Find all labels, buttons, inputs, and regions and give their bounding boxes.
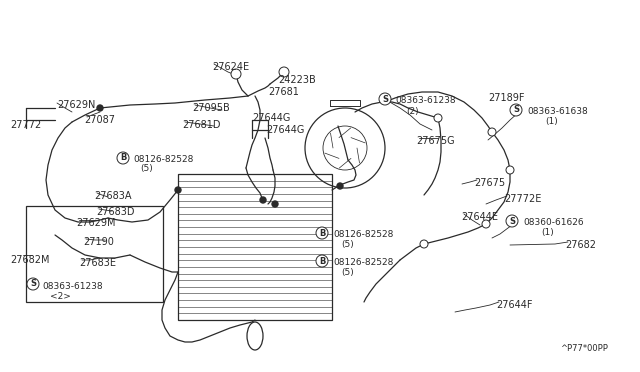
- Circle shape: [272, 201, 278, 207]
- Circle shape: [175, 187, 181, 193]
- Circle shape: [420, 240, 428, 248]
- Text: 27683A: 27683A: [94, 191, 131, 201]
- Text: 08126-82528: 08126-82528: [333, 258, 394, 267]
- Text: 27682: 27682: [565, 240, 596, 250]
- Text: 08126-82528: 08126-82528: [333, 230, 394, 239]
- Text: 27682M: 27682M: [10, 255, 49, 265]
- Text: (5): (5): [341, 268, 354, 277]
- Circle shape: [316, 255, 328, 267]
- Text: 27772: 27772: [10, 120, 41, 130]
- Text: S: S: [30, 279, 36, 289]
- Circle shape: [97, 105, 103, 111]
- Text: ^P77*00PP: ^P77*00PP: [560, 344, 608, 353]
- Text: 27675: 27675: [474, 178, 505, 188]
- Text: 27644G: 27644G: [266, 125, 305, 135]
- Text: B: B: [319, 257, 325, 266]
- Text: S: S: [382, 94, 388, 103]
- Circle shape: [231, 69, 241, 79]
- Text: 27624E: 27624E: [212, 62, 249, 72]
- Text: 27629M: 27629M: [76, 218, 115, 228]
- Text: 27681: 27681: [268, 87, 299, 97]
- Text: (2): (2): [406, 107, 419, 116]
- Circle shape: [337, 183, 343, 189]
- Text: 27772E: 27772E: [504, 194, 541, 204]
- Text: 27629N: 27629N: [57, 100, 95, 110]
- Circle shape: [506, 166, 514, 174]
- Text: 08360-61626: 08360-61626: [523, 218, 584, 227]
- Circle shape: [316, 227, 328, 239]
- Text: 27644F: 27644F: [496, 300, 532, 310]
- Text: 27681D: 27681D: [182, 120, 221, 130]
- Circle shape: [260, 197, 266, 203]
- Text: 27189F: 27189F: [488, 93, 525, 103]
- Text: (5): (5): [341, 240, 354, 249]
- Circle shape: [510, 104, 522, 116]
- Text: S: S: [509, 217, 515, 225]
- Text: B: B: [120, 154, 126, 163]
- Text: 27095B: 27095B: [192, 103, 230, 113]
- Text: 08363-61238: 08363-61238: [42, 282, 102, 291]
- Text: 27087: 27087: [84, 115, 115, 125]
- Text: 24223B: 24223B: [278, 75, 316, 85]
- Bar: [178, 174, 332, 320]
- Circle shape: [27, 278, 39, 290]
- Text: 27644E: 27644E: [461, 212, 498, 222]
- Text: <2>: <2>: [50, 292, 71, 301]
- Text: 08363-61638: 08363-61638: [527, 107, 588, 116]
- Text: (1): (1): [541, 228, 554, 237]
- Text: 27190: 27190: [83, 237, 114, 247]
- Text: 27683E: 27683E: [79, 258, 116, 268]
- Text: S: S: [513, 106, 519, 115]
- Circle shape: [279, 67, 289, 77]
- Text: 27644G: 27644G: [252, 113, 291, 123]
- Text: (1): (1): [545, 117, 557, 126]
- Circle shape: [434, 114, 442, 122]
- Text: 08126-82528: 08126-82528: [133, 155, 193, 164]
- Circle shape: [117, 152, 129, 164]
- Text: (5): (5): [140, 164, 153, 173]
- Text: 27683D: 27683D: [96, 207, 134, 217]
- Circle shape: [379, 93, 391, 105]
- Circle shape: [488, 128, 496, 136]
- Circle shape: [482, 220, 490, 228]
- Circle shape: [506, 215, 518, 227]
- Bar: [26, 206, 163, 302]
- Text: 27675G: 27675G: [416, 136, 454, 146]
- Text: B: B: [319, 228, 325, 237]
- Text: 08363-61238: 08363-61238: [395, 96, 456, 105]
